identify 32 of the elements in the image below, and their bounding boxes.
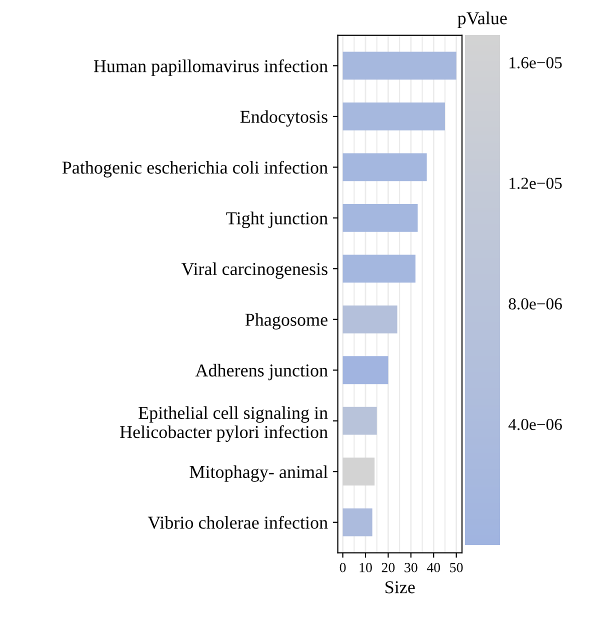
- x-tick-label: 0: [340, 562, 346, 572]
- y-tick-label: Tight junction: [226, 212, 328, 228]
- color-bar-label: 8.0e−06: [508, 298, 562, 310]
- y-tick-label: Pathogenic escherichia coli infection: [62, 160, 328, 178]
- y-tick-label: Phagosome: [245, 313, 328, 330]
- bar: [342, 458, 375, 486]
- y-tick-label: Adherens junction: [195, 364, 328, 380]
- y-tick-label: Viral carcinogenesis: [181, 262, 328, 279]
- y-tick-label: Endocytosis: [240, 110, 328, 127]
- bar: [342, 305, 398, 334]
- color-bar-label: 1.6e−05: [510, 57, 562, 68]
- bar: [342, 153, 427, 182]
- x-tick-label: 30: [404, 562, 418, 572]
- x-tick-label: 40: [426, 562, 440, 572]
- bar: [342, 102, 445, 130]
- bar: [342, 52, 456, 80]
- y-tick-label: Epithelial cell signaling in Helicobacter pylori infection: [120, 406, 328, 442]
- y-tick-label: Human papillomavirus infection: [94, 59, 328, 76]
- x-axis-title: Size: [386, 581, 415, 594]
- color-bar-title: pValue: [458, 12, 507, 28]
- color-bar-label: 1.2e−05: [510, 178, 562, 190]
- x-tick-label: 20: [382, 562, 395, 572]
- color-bar-label: 4.0e−06: [508, 418, 562, 430]
- bar: [342, 254, 416, 283]
- x-tick-label: 10: [360, 562, 372, 572]
- x-tick-label: 50: [450, 562, 463, 572]
- bar: [342, 356, 388, 384]
- y-tick-label: Vibrio cholerae infection: [148, 516, 328, 529]
- bar: [342, 204, 418, 232]
- bar: [342, 406, 377, 435]
- y-tick-label: Mitophagy- animal: [190, 465, 328, 482]
- bar: [342, 508, 372, 536]
